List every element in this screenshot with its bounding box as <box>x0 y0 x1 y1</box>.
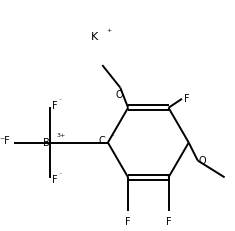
Text: F: F <box>52 100 57 110</box>
Text: F: F <box>125 217 131 227</box>
Text: F: F <box>52 175 57 185</box>
Text: B: B <box>43 138 50 148</box>
Text: +: + <box>106 28 111 33</box>
Text: F: F <box>184 94 190 104</box>
Text: ⁻: ⁻ <box>59 100 62 105</box>
Text: ⁻: ⁻ <box>111 134 114 140</box>
Text: C: C <box>98 137 105 146</box>
Text: 3+: 3+ <box>57 133 66 138</box>
Text: O: O <box>199 155 206 166</box>
Text: ⁻: ⁻ <box>59 174 62 179</box>
Text: ⁻F: ⁻F <box>0 137 10 146</box>
Text: K: K <box>91 32 98 42</box>
Text: O: O <box>115 90 123 100</box>
Text: F: F <box>166 217 171 227</box>
